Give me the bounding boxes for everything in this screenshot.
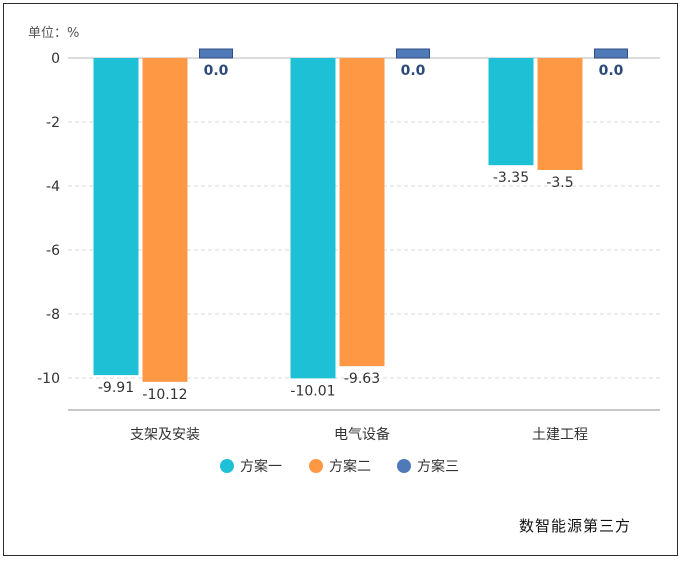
y-tick-label: -10 xyxy=(37,371,60,387)
y-tick-label: -8 xyxy=(46,307,60,323)
legend-label: 方案二 xyxy=(329,458,371,475)
y-tick-label: -6 xyxy=(46,243,60,259)
data-label: 0.0 xyxy=(599,63,624,79)
x-tick-label: 土建工程 xyxy=(532,427,588,443)
data-label: -10.12 xyxy=(142,387,187,403)
unit-label: 单位：% xyxy=(28,26,79,41)
data-label: -9.91 xyxy=(98,380,134,396)
bar xyxy=(537,58,583,170)
data-label: -3.5 xyxy=(546,175,573,191)
data-label: -3.35 xyxy=(493,170,529,186)
legend-marker xyxy=(309,459,323,473)
x-tick-label: 电气设备 xyxy=(334,426,390,443)
data-label: -9.63 xyxy=(344,371,380,387)
y-tick-label: -4 xyxy=(46,179,60,195)
x-tick-label: 支架及安装 xyxy=(130,427,200,443)
data-label: -10.01 xyxy=(290,383,335,399)
data-label: 0.0 xyxy=(204,63,229,79)
legend-label: 方案三 xyxy=(417,458,459,475)
y-tick-label: -2 xyxy=(46,115,60,131)
legend-marker xyxy=(220,459,234,473)
bar xyxy=(290,58,336,379)
data-label: 0.0 xyxy=(401,63,426,79)
bar xyxy=(594,48,628,59)
bar xyxy=(93,58,139,376)
legend-marker xyxy=(397,459,411,473)
watermark: 数智能源第三方 xyxy=(519,517,632,535)
y-tick-label: 0 xyxy=(51,51,60,67)
legend-label: 方案一 xyxy=(240,458,282,475)
bar xyxy=(488,58,534,166)
bar xyxy=(142,58,188,382)
bar xyxy=(199,48,233,59)
bar xyxy=(396,48,430,59)
bar xyxy=(339,58,385,367)
